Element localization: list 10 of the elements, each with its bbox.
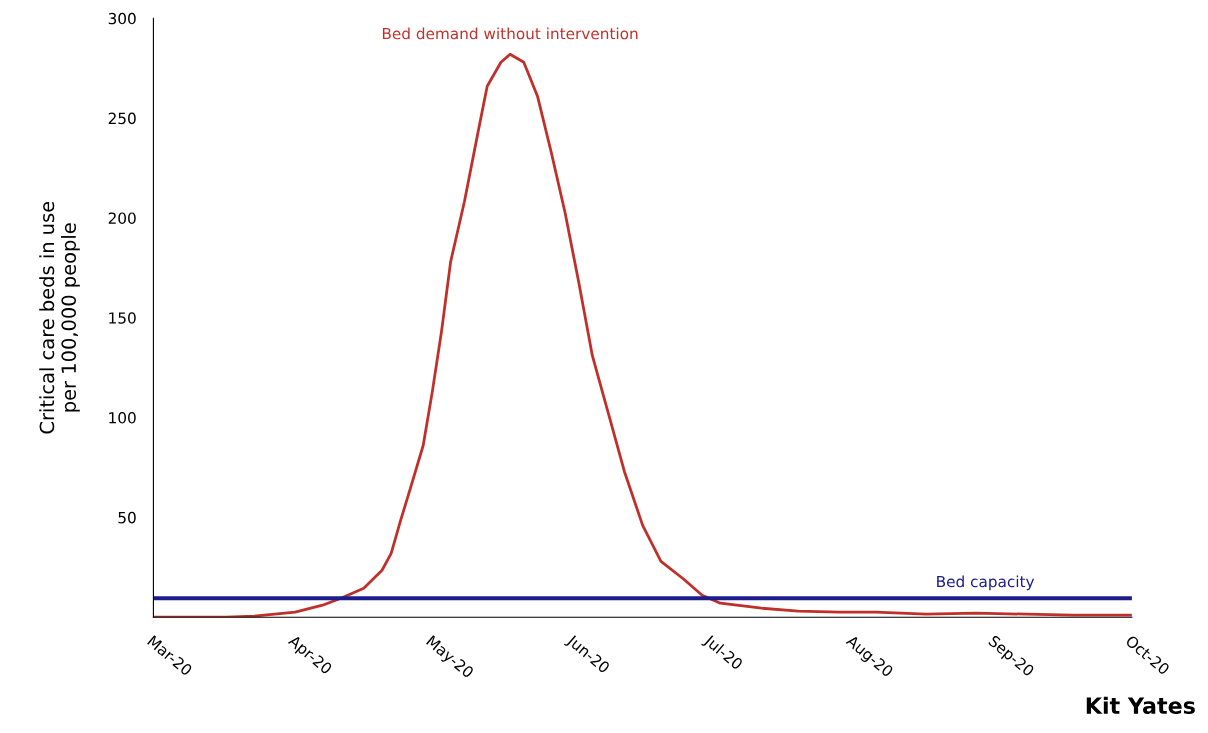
y-tick-label: 150 (109, 312, 136, 324)
y-tick-label: 200 (108, 212, 136, 224)
series-label: Bed demand without intervention (382, 27, 638, 40)
y-tick-label: 50 (118, 511, 136, 524)
y-tick-label: 100 (109, 412, 136, 424)
y-axis-title: Critical care beds in use per 100,000 people (39, 201, 80, 434)
ref-line-label: Bed capacity (937, 575, 1035, 591)
y-tick-label: 300 (108, 12, 136, 25)
text: Kit Yates (1086, 696, 1195, 715)
y-tick-label: 250 (108, 112, 136, 125)
